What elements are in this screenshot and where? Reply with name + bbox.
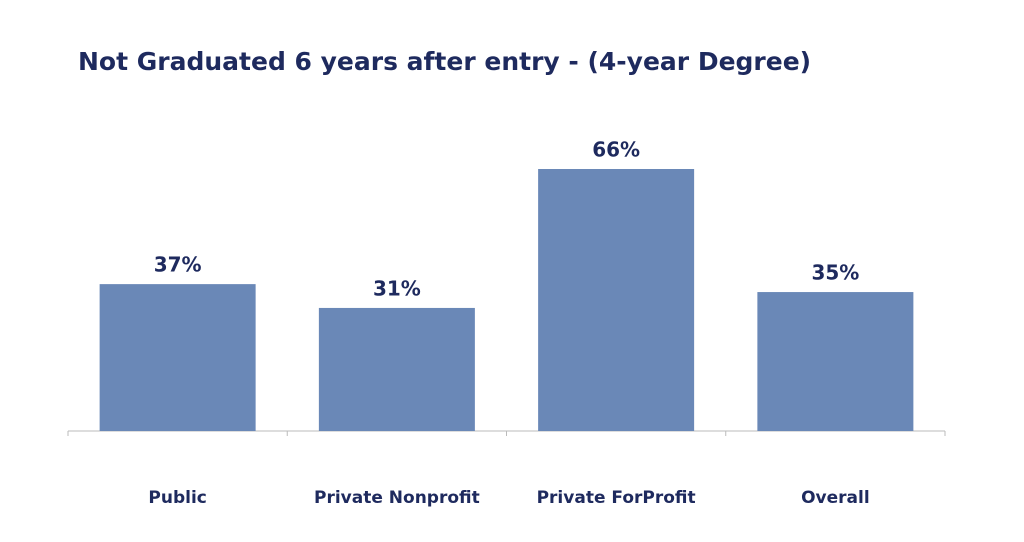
value-label: 35% xyxy=(811,261,859,285)
bar xyxy=(538,169,695,431)
bar xyxy=(318,307,475,431)
x-tick-label: Private ForProfit xyxy=(537,488,696,508)
value-label: 31% xyxy=(373,276,421,300)
x-tick-label: Private Nonprofit xyxy=(314,488,480,508)
chart-title: Not Graduated 6 years after entry - (4-y… xyxy=(78,47,811,76)
x-tick-label: Public xyxy=(148,488,206,508)
bar xyxy=(99,284,256,431)
x-tick-label: Overall xyxy=(801,488,870,508)
value-label: 66% xyxy=(592,138,640,162)
value-label: 37% xyxy=(154,253,202,277)
bar xyxy=(757,292,914,431)
